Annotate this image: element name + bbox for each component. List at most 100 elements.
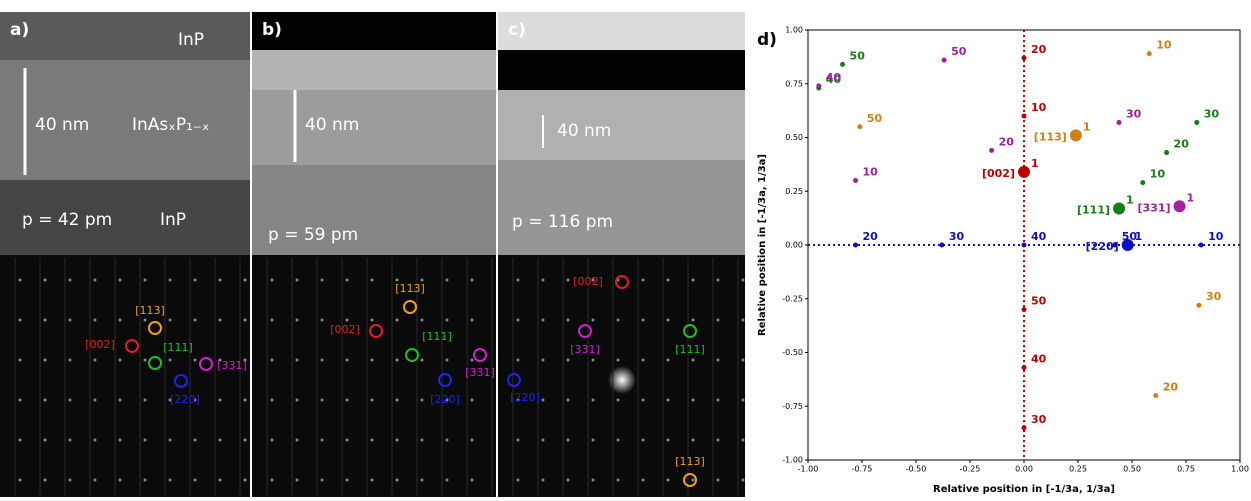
spot-marker [405, 348, 419, 362]
image-label: p = 59 pm [268, 225, 358, 245]
fft-spot [691, 398, 695, 402]
fft-spot [516, 278, 520, 282]
fft-spot [193, 478, 197, 482]
fft-spot [395, 398, 399, 402]
point [840, 61, 846, 67]
fft-spot [616, 358, 620, 362]
fft-spot [691, 318, 695, 322]
fft-spot [270, 278, 274, 282]
point-label: 10 [1031, 101, 1047, 114]
fft-spot [541, 318, 545, 322]
fft-spot [641, 358, 645, 362]
point-label: 30 [1204, 107, 1220, 120]
fft-spot [93, 278, 97, 282]
fft-spot [143, 398, 147, 402]
fft-spot [345, 438, 349, 442]
y-tick-label: 1.00 [785, 26, 803, 35]
fft-spot [345, 318, 349, 322]
fft-image [252, 255, 496, 497]
fft-spot [295, 438, 299, 442]
spot-label: [331] [570, 343, 600, 356]
fft-spot [395, 358, 399, 362]
fft-spot [591, 318, 595, 322]
point [857, 124, 863, 130]
point [1113, 202, 1126, 215]
image-band [252, 12, 496, 50]
point [1021, 365, 1027, 371]
point-label: 30 [1206, 290, 1222, 303]
fft-spot [716, 358, 720, 362]
fft-spot [243, 438, 247, 442]
fft-spot [420, 438, 424, 442]
fft-spot [666, 278, 670, 282]
fft-spot [320, 278, 324, 282]
point-label: 50 [1031, 295, 1047, 308]
fft-spot [143, 278, 147, 282]
fft-spot [470, 318, 474, 322]
fft-spot [541, 398, 545, 402]
fft-spot [666, 358, 670, 362]
y-tick-label: -0.25 [782, 294, 803, 303]
panel-label: b) [262, 20, 282, 40]
fft-spot [243, 278, 247, 282]
point-label: 20 [1031, 43, 1047, 56]
fft-spot [616, 478, 620, 482]
fft-spot [641, 398, 645, 402]
fft-spot [93, 398, 97, 402]
point [853, 242, 859, 248]
fft-spot [193, 398, 197, 402]
fft-spot [18, 478, 22, 482]
fft-spot [370, 398, 374, 402]
fft-spot [118, 358, 122, 362]
spot-label: [113] [135, 304, 165, 317]
fft-spot [716, 438, 720, 442]
fft-spot [193, 278, 197, 282]
y-tick-label: -0.75 [782, 402, 803, 411]
fft-spot [541, 438, 545, 442]
fft-spot [143, 318, 147, 322]
fft-spot [691, 278, 695, 282]
fft-spot [68, 318, 72, 322]
point-label: 40 [1031, 353, 1047, 366]
point-label: 1 [1187, 191, 1195, 204]
point [1069, 129, 1082, 142]
point-label: 40 [826, 71, 842, 84]
fft-spot [168, 358, 172, 362]
point-label: 10 [863, 166, 879, 179]
point [816, 83, 822, 89]
fft-spot [143, 438, 147, 442]
fft-spot [193, 318, 197, 322]
fft-spot [666, 438, 670, 442]
fft-spot [345, 478, 349, 482]
fft-spot [18, 278, 22, 282]
fft-spot [270, 438, 274, 442]
fft-spot [168, 278, 172, 282]
image-band [498, 50, 745, 90]
point-label: 20 [999, 135, 1015, 148]
fft-spot [616, 318, 620, 322]
series-label: [220] [1086, 240, 1119, 253]
point-label: 20 [1174, 138, 1190, 151]
fft-spot [68, 358, 72, 362]
fft-spot [320, 398, 324, 402]
series-label: [331] [1137, 201, 1170, 214]
point-label: 10 [1150, 168, 1166, 181]
image-label: InP [178, 30, 204, 50]
fft-spot [243, 478, 247, 482]
spot-label: [111] [675, 343, 705, 356]
point-label: 30 [949, 230, 965, 243]
fft-spot [68, 478, 72, 482]
fft-spot [370, 318, 374, 322]
x-tick-label: 0.50 [1123, 465, 1141, 474]
fft-spot [395, 478, 399, 482]
fft-spot [243, 318, 247, 322]
fft-spot [516, 318, 520, 322]
point [1198, 242, 1204, 248]
fft-spot [345, 358, 349, 362]
fft-spot [345, 278, 349, 282]
fft-spot [43, 478, 47, 482]
image-label: p = 42 pm [22, 210, 112, 230]
fft-spot [370, 358, 374, 362]
panel-label: a) [10, 20, 29, 40]
fft-spot [666, 398, 670, 402]
